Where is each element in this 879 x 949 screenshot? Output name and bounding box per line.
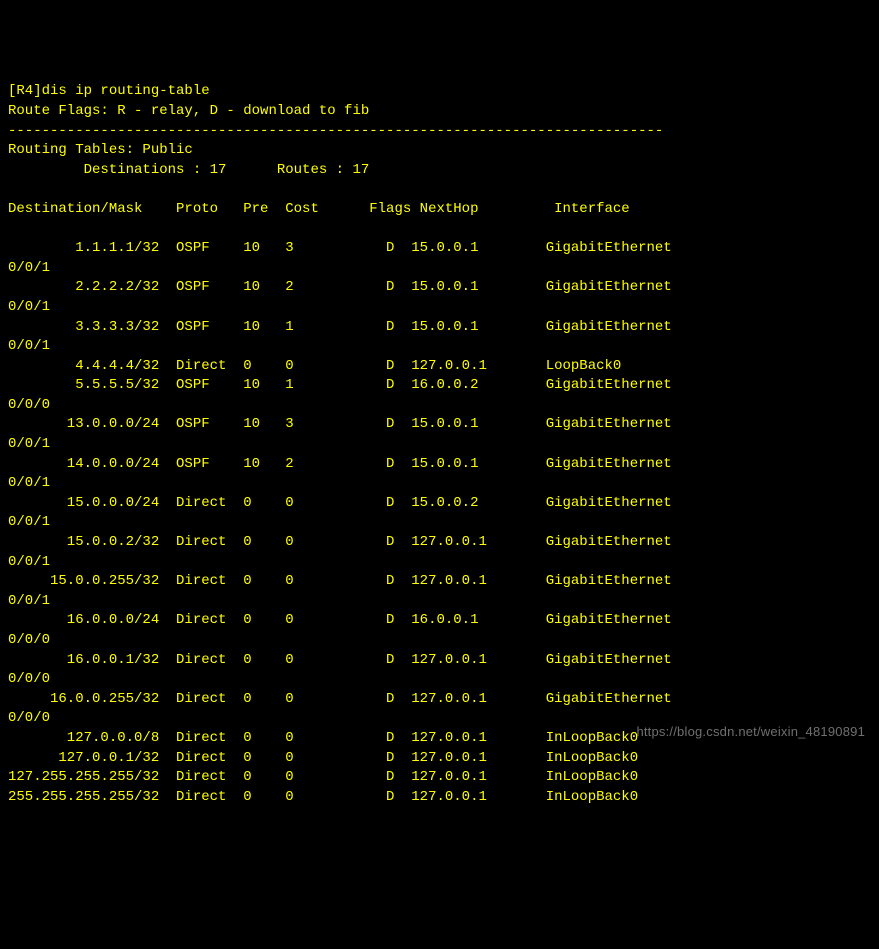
watermark-text: https://blog.csdn.net/weixin_48190891 xyxy=(636,723,865,741)
terminal-output: [R4]dis ip routing-table Route Flags: R … xyxy=(8,82,871,807)
